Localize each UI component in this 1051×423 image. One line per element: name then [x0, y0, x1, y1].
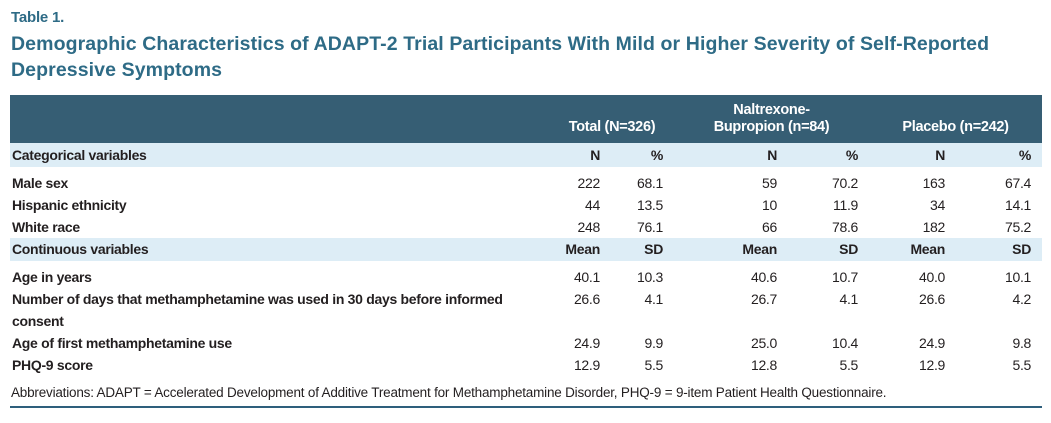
- table-row-male-sex: Male sex 222 68.1 59 70.2 163 67.4: [10, 169, 1043, 194]
- value-cell: 9.9: [611, 332, 675, 354]
- value-cell: 40.6: [674, 263, 789, 288]
- value-cell: 10.1: [956, 263, 1043, 288]
- abbreviations-footnote: Abbreviations: ADAPT = Accelerated Devel…: [11, 385, 887, 400]
- table-number-label: Table 1.: [11, 9, 65, 26]
- table-row-hispanic-ethnicity: Hispanic ethnicity 44 13.5 10 11.9 34 14…: [10, 193, 1043, 216]
- row-label: White race: [10, 215, 550, 238]
- value-cell: 26.6: [550, 288, 611, 332]
- section-label: Continuous variables: [10, 237, 550, 266]
- column-header: Mean: [550, 237, 611, 266]
- value-cell: 40.1: [550, 263, 611, 288]
- value-cell: 4.1: [788, 288, 870, 332]
- value-cell: 10: [674, 193, 789, 216]
- column-header: Mean: [869, 237, 957, 266]
- section-label: Categorical variables: [10, 143, 550, 172]
- column-header: %: [956, 143, 1043, 172]
- value-cell: 4.1: [611, 288, 675, 332]
- demographics-table: Total (N=326) Naltrexone- Bupropion (n=8…: [10, 95, 1043, 376]
- value-cell: 78.6: [788, 215, 870, 238]
- value-cell: 34: [869, 193, 957, 216]
- table-row-white-race: White race 248 76.1 66 78.6 182 75.2: [10, 215, 1043, 238]
- column-header: N: [550, 143, 611, 172]
- value-cell: 5.5: [611, 354, 675, 376]
- value-cell: 24.9: [869, 332, 957, 354]
- group-header-placebo: Placebo (n=242): [869, 95, 1043, 143]
- value-cell: 12.8: [674, 354, 789, 376]
- value-cell: 163: [869, 169, 957, 194]
- table-row-days-meth-used: Number of days that methamphetamine was …: [10, 288, 1043, 332]
- value-cell: 25.0: [674, 332, 789, 354]
- row-label: Age in years: [10, 263, 550, 288]
- table-title: Demographic Characteristics of ADAPT-2 T…: [11, 33, 990, 81]
- value-cell: 10.4: [788, 332, 870, 354]
- table-row-age-first-meth-use: Age of first methamphetamine use 24.9 9.…: [10, 332, 1043, 354]
- row-label: Number of days that methamphetamine was …: [10, 288, 550, 332]
- value-cell: 24.9: [550, 332, 611, 354]
- value-cell: 40.0: [869, 263, 957, 288]
- value-cell: 76.1: [611, 215, 675, 238]
- value-cell: 68.1: [611, 169, 675, 194]
- value-cell: 70.2: [788, 169, 870, 194]
- group-header-spacer: [10, 95, 550, 143]
- bottom-rule-divider: [10, 406, 1042, 408]
- value-cell: 12.9: [869, 354, 957, 376]
- row-label: Male sex: [10, 169, 550, 194]
- value-cell: 248: [550, 215, 611, 238]
- value-cell: 12.9: [550, 354, 611, 376]
- value-cell: 44: [550, 193, 611, 216]
- column-header: SD: [956, 237, 1043, 266]
- value-cell: 182: [869, 215, 957, 238]
- row-label: Age of first methamphetamine use: [10, 332, 550, 354]
- value-cell: 222: [550, 169, 611, 194]
- value-cell: 13.5: [611, 193, 675, 216]
- column-header: N: [674, 143, 789, 172]
- row-label: PHQ-9 score: [10, 354, 550, 376]
- column-header: %: [788, 143, 870, 172]
- value-cell: 4.2: [956, 288, 1043, 332]
- column-header: SD: [611, 237, 675, 266]
- value-cell: 10.7: [788, 263, 870, 288]
- table-row-age-in-years: Age in years 40.1 10.3 40.6 10.7 40.0 10…: [10, 263, 1043, 288]
- value-cell: 14.1: [956, 193, 1043, 216]
- column-header: %: [611, 143, 675, 172]
- section-row-categorical: Categorical variables N % N % N %: [10, 143, 1043, 172]
- group-header-total: Total (N=326): [550, 95, 675, 143]
- value-cell: 26.6: [869, 288, 957, 332]
- value-cell: 5.5: [956, 354, 1043, 376]
- value-cell: 5.5: [788, 354, 870, 376]
- table-row-phq9-score: PHQ-9 score 12.9 5.5 12.8 5.5 12.9 5.5: [10, 354, 1043, 376]
- group-header-naltrexone-bupropion: Naltrexone- Bupropion (n=84): [674, 95, 870, 143]
- value-cell: 9.8: [956, 332, 1043, 354]
- group-header-row: Total (N=326) Naltrexone- Bupropion (n=8…: [10, 95, 1043, 143]
- value-cell: 67.4: [956, 169, 1043, 194]
- section-row-continuous: Continuous variables Mean SD Mean SD Mea…: [10, 237, 1043, 266]
- column-header: SD: [788, 237, 870, 266]
- value-cell: 75.2: [956, 215, 1043, 238]
- row-label: Hispanic ethnicity: [10, 193, 550, 216]
- column-header: Mean: [674, 237, 789, 266]
- value-cell: 10.3: [611, 263, 675, 288]
- value-cell: 11.9: [788, 193, 870, 216]
- value-cell: 26.7: [674, 288, 789, 332]
- value-cell: 59: [674, 169, 789, 194]
- column-header: N: [869, 143, 957, 172]
- value-cell: 66: [674, 215, 789, 238]
